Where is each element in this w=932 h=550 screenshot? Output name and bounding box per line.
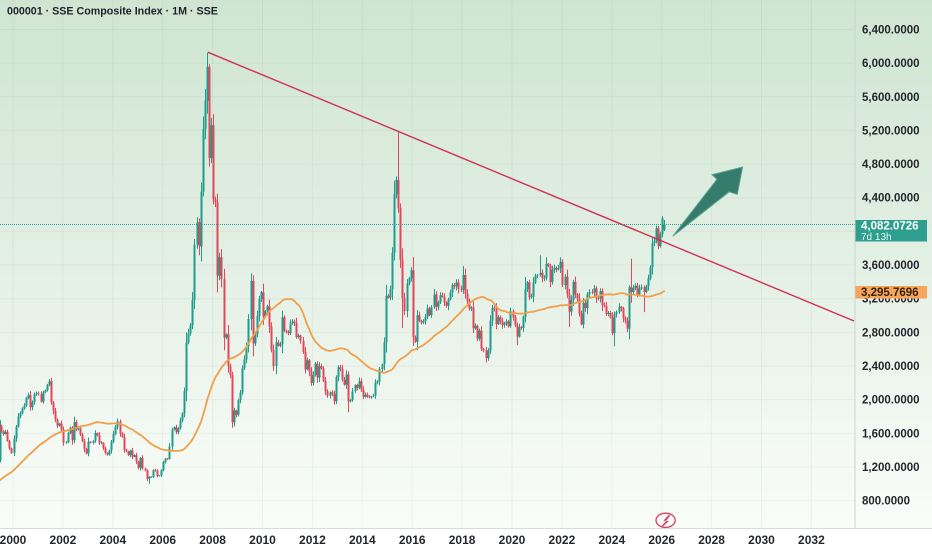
svg-text:3,295.7696: 3,295.7696 [861, 287, 919, 299]
svg-text:5,200.0000: 5,200.0000 [862, 125, 920, 137]
svg-text:2014: 2014 [349, 533, 376, 547]
svg-text:2024: 2024 [598, 533, 625, 547]
svg-text:6,400.0000: 6,400.0000 [862, 25, 920, 37]
svg-text:1,600.0000: 1,600.0000 [862, 428, 920, 440]
svg-text:6,000.0000: 6,000.0000 [862, 58, 920, 70]
svg-text:5,600.0000: 5,600.0000 [862, 92, 920, 104]
svg-text:1,200.0000: 1,200.0000 [862, 462, 920, 474]
svg-text:2026: 2026 [648, 533, 675, 547]
svg-text:2002: 2002 [50, 533, 77, 547]
svg-text:2004: 2004 [99, 533, 126, 547]
svg-text:2022: 2022 [549, 533, 576, 547]
svg-text:2012: 2012 [299, 533, 326, 547]
svg-text:2028: 2028 [698, 533, 725, 547]
svg-text:2030: 2030 [748, 533, 775, 547]
svg-text:4,082.0726: 4,082.0726 [861, 221, 919, 233]
svg-text:2,800.0000: 2,800.0000 [862, 327, 920, 339]
svg-text:2,000.0000: 2,000.0000 [862, 395, 920, 407]
svg-text:800.0000: 800.0000 [862, 496, 910, 508]
svg-text:4,800.0000: 4,800.0000 [862, 159, 920, 171]
svg-text:2,400.0000: 2,400.0000 [862, 361, 920, 373]
svg-text:3,600.0000: 3,600.0000 [862, 260, 920, 272]
svg-text:2000: 2000 [0, 533, 27, 547]
svg-text:4,400.0000: 4,400.0000 [862, 193, 920, 205]
svg-text:7d 13h: 7d 13h [861, 232, 892, 243]
svg-text:2018: 2018 [449, 533, 476, 547]
svg-text:2016: 2016 [399, 533, 426, 547]
svg-text:2008: 2008 [199, 533, 226, 547]
svg-text:2032: 2032 [798, 533, 825, 547]
svg-text:000001 · SSE Composite Index ·: 000001 · SSE Composite Index · 1M · SSE [7, 6, 218, 18]
svg-text:2020: 2020 [499, 533, 526, 547]
svg-text:2010: 2010 [249, 533, 276, 547]
svg-text:2006: 2006 [149, 533, 176, 547]
